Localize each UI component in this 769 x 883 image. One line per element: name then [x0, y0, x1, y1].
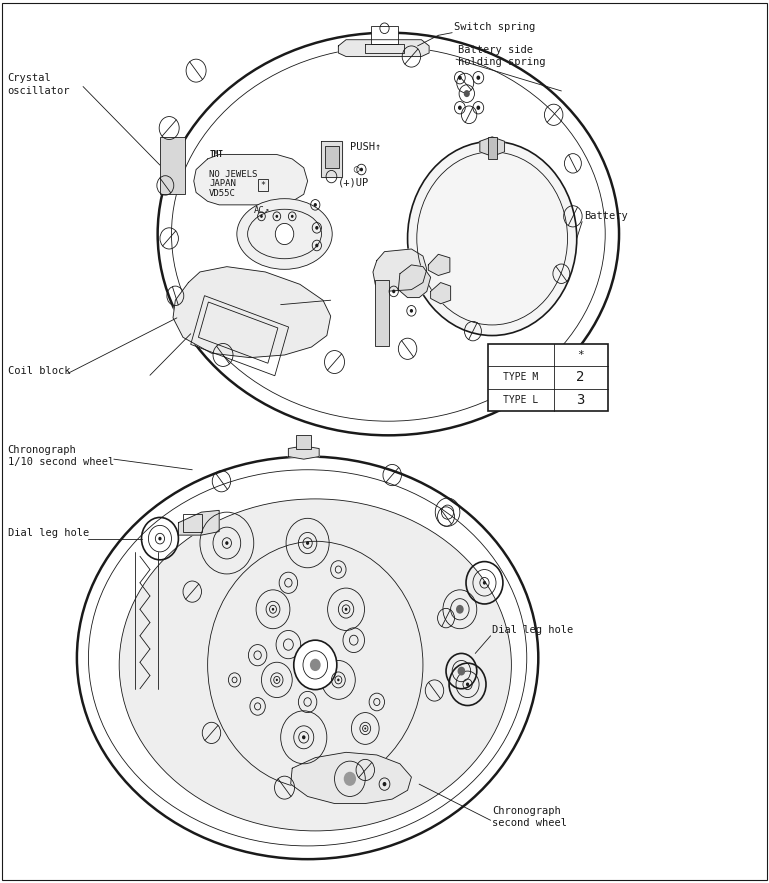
Ellipse shape	[77, 457, 538, 859]
Bar	[325, 146, 339, 168]
Circle shape	[158, 537, 161, 540]
Polygon shape	[428, 254, 450, 275]
Text: Chronograph: Chronograph	[8, 445, 76, 455]
Text: (+)UP: (+)UP	[338, 177, 370, 188]
Circle shape	[458, 76, 461, 79]
Ellipse shape	[158, 33, 619, 435]
Bar	[160, 137, 185, 194]
Text: 3: 3	[577, 393, 584, 406]
Text: Battery side: Battery side	[458, 45, 533, 55]
Text: Dial leg hole: Dial leg hole	[492, 625, 574, 635]
Circle shape	[365, 728, 366, 729]
Circle shape	[392, 290, 395, 293]
Text: 2: 2	[577, 371, 584, 384]
Text: oscillator: oscillator	[8, 86, 70, 95]
Circle shape	[271, 608, 275, 611]
Circle shape	[314, 203, 317, 207]
Circle shape	[275, 215, 278, 218]
Circle shape	[310, 659, 321, 671]
Polygon shape	[321, 141, 342, 177]
Text: NO JEWELS: NO JEWELS	[209, 170, 258, 178]
Circle shape	[477, 106, 480, 109]
Text: Battery: Battery	[584, 211, 628, 221]
Circle shape	[456, 605, 464, 614]
Text: AC↗: AC↗	[254, 206, 270, 215]
Circle shape	[291, 215, 294, 218]
Text: Coil block: Coil block	[8, 366, 70, 375]
Circle shape	[302, 736, 305, 739]
Circle shape	[408, 141, 577, 336]
Circle shape	[260, 215, 263, 218]
Polygon shape	[398, 265, 431, 298]
Circle shape	[294, 640, 337, 690]
Text: TMT: TMT	[209, 150, 223, 159]
Polygon shape	[194, 155, 308, 205]
Bar	[296, 435, 311, 449]
Text: 1/10 second wheel: 1/10 second wheel	[8, 457, 114, 467]
Polygon shape	[288, 446, 319, 459]
Text: holding spring: holding spring	[458, 57, 545, 67]
Text: Switch spring: Switch spring	[454, 22, 535, 32]
Text: Chronograph: Chronograph	[492, 806, 561, 816]
Circle shape	[315, 226, 318, 230]
Bar	[258, 179, 268, 191]
Circle shape	[466, 683, 469, 686]
Bar	[183, 514, 202, 532]
Circle shape	[344, 772, 356, 786]
Text: PUSH↑: PUSH↑	[350, 141, 381, 152]
Text: Dial leg hole: Dial leg hole	[8, 528, 89, 538]
Text: second wheel: second wheel	[492, 819, 568, 828]
Circle shape	[410, 309, 413, 313]
Polygon shape	[338, 40, 429, 57]
Circle shape	[306, 541, 309, 545]
Polygon shape	[373, 249, 427, 291]
Text: JAPAN: JAPAN	[209, 179, 236, 188]
Circle shape	[483, 581, 486, 585]
Circle shape	[337, 678, 340, 682]
Polygon shape	[431, 283, 451, 304]
Circle shape	[458, 106, 461, 109]
Bar	[191, 296, 288, 376]
Circle shape	[345, 608, 348, 611]
Circle shape	[315, 244, 318, 247]
Circle shape	[275, 223, 294, 245]
Polygon shape	[291, 752, 411, 804]
Bar	[198, 302, 278, 363]
Ellipse shape	[237, 199, 332, 269]
Circle shape	[458, 667, 465, 675]
Ellipse shape	[119, 499, 511, 831]
Circle shape	[225, 541, 228, 545]
Bar	[488, 344, 608, 411]
Text: *: *	[261, 181, 265, 190]
Polygon shape	[480, 137, 504, 156]
Text: Crystal: Crystal	[8, 73, 52, 83]
Text: *: *	[578, 351, 584, 360]
Circle shape	[464, 90, 470, 97]
Polygon shape	[365, 44, 404, 53]
Polygon shape	[173, 267, 331, 358]
Bar	[375, 280, 389, 346]
Bar	[371, 26, 398, 44]
Circle shape	[383, 782, 386, 786]
Circle shape	[360, 168, 363, 171]
Polygon shape	[178, 510, 219, 535]
Circle shape	[477, 76, 480, 79]
Text: ○: ○	[342, 164, 360, 175]
Text: TYPE L: TYPE L	[504, 395, 538, 404]
Text: TYPE M: TYPE M	[504, 373, 538, 382]
Bar	[488, 137, 497, 159]
Text: VD55C: VD55C	[209, 189, 236, 198]
Circle shape	[276, 679, 278, 681]
